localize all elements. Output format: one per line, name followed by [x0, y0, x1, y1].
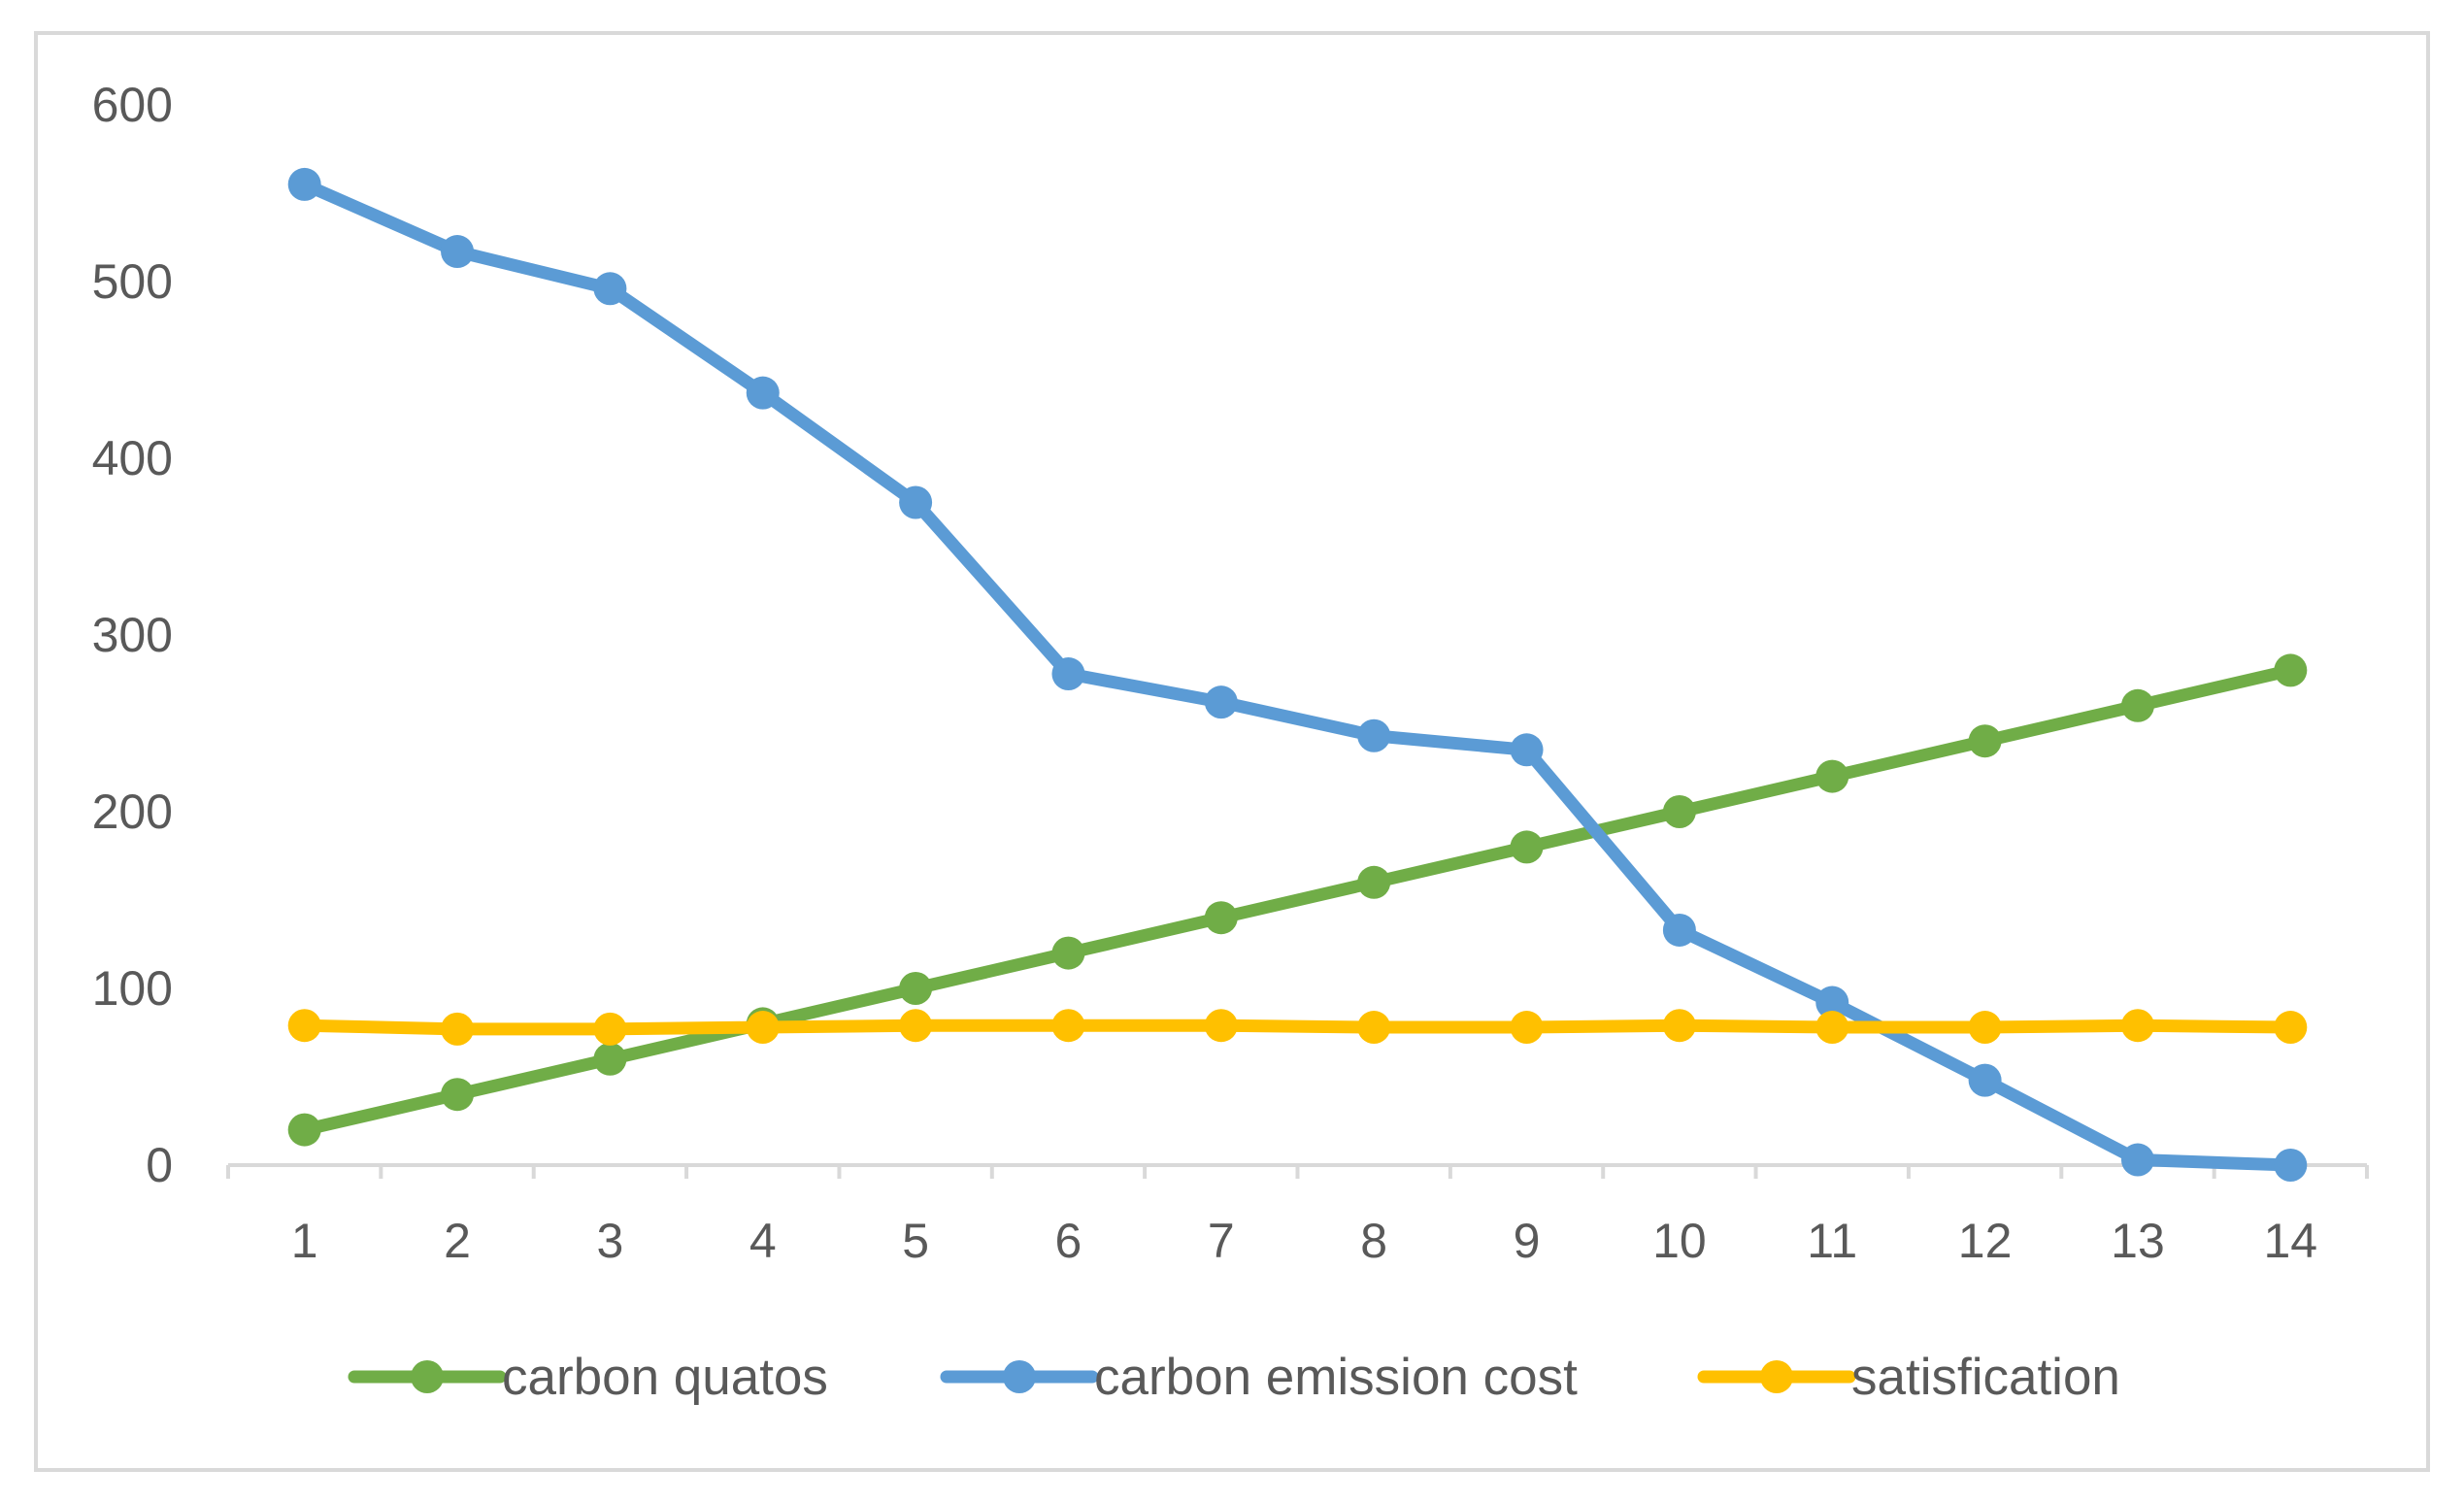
data-point — [1357, 718, 1391, 752]
data-point — [1051, 936, 1085, 970]
x-tick-label: 12 — [1958, 1214, 2013, 1268]
legend-item: satisfication — [1697, 1349, 2120, 1406]
data-point — [593, 1042, 627, 1076]
data-point — [1357, 865, 1391, 899]
data-point — [1815, 1011, 1849, 1045]
series-carbon-quatos — [287, 653, 2308, 1147]
data-point — [441, 1012, 475, 1046]
series-satisfication — [287, 1009, 2308, 1046]
data-point — [1204, 1009, 1238, 1043]
data-point — [1510, 830, 1544, 864]
legend-marker-icon — [1760, 1360, 1793, 1393]
data-point — [1051, 657, 1085, 691]
data-point — [1510, 1011, 1544, 1045]
data-point — [287, 1009, 321, 1043]
data-point — [1051, 1009, 1085, 1043]
data-point — [1815, 985, 1849, 1019]
x-tick-label: 9 — [1514, 1214, 1541, 1268]
data-point — [2274, 1149, 2308, 1182]
y-tick-label: 200 — [92, 785, 173, 839]
legend-label: satisfication — [1851, 1349, 2120, 1406]
chart-frame — [34, 31, 2430, 1472]
x-tick-label: 2 — [444, 1214, 471, 1268]
data-point — [2120, 1009, 2154, 1043]
series-line — [298, 1019, 2297, 1036]
data-point — [441, 235, 475, 269]
data-point — [287, 1113, 321, 1147]
series-layer — [287, 167, 2308, 1182]
legend-marker-icon — [1003, 1360, 1036, 1393]
y-tick-label: 400 — [92, 431, 173, 485]
legend-item: carbon quatos — [348, 1349, 828, 1406]
legend-item: carbon emission cost — [940, 1349, 1578, 1406]
data-point — [1662, 913, 1696, 947]
legend-label: carbon quatos — [502, 1349, 828, 1406]
y-tick-label: 600 — [92, 78, 173, 132]
data-point — [1204, 901, 1238, 935]
data-point — [1968, 724, 2002, 758]
data-point — [287, 167, 321, 201]
data-point — [1968, 1063, 2002, 1097]
series-line — [298, 663, 2297, 1137]
legend: carbon quatos carbon emission cost satisfi… — [348, 1349, 2120, 1406]
y-tick-label: 100 — [92, 961, 173, 1016]
data-point — [1662, 1009, 1696, 1043]
data-point — [593, 1012, 627, 1046]
data-point — [899, 485, 933, 519]
y-tick-label: 300 — [92, 608, 173, 662]
series-carbon-emission-cost — [287, 167, 2308, 1182]
x-tick-label: 3 — [596, 1214, 623, 1268]
data-point — [1968, 1011, 2002, 1045]
x-tick-label: 13 — [2111, 1214, 2165, 1268]
data-point — [746, 376, 780, 410]
data-point — [1510, 733, 1544, 767]
x-tick-label: 6 — [1055, 1214, 1082, 1268]
y-tick-label: 0 — [146, 1138, 173, 1192]
x-tick-label: 8 — [1360, 1214, 1387, 1268]
data-point — [899, 1009, 933, 1043]
x-tick-label: 14 — [2264, 1214, 2318, 1268]
data-point — [441, 1078, 475, 1112]
data-point — [746, 1011, 780, 1045]
x-tick-label: 4 — [749, 1214, 777, 1268]
x-tick-label: 10 — [1652, 1214, 1707, 1268]
data-point — [2274, 1011, 2308, 1045]
x-tick-label: 1 — [291, 1214, 318, 1268]
data-point — [899, 972, 933, 1005]
data-point — [2274, 653, 2308, 687]
data-point — [1662, 795, 1696, 828]
data-point — [593, 272, 627, 306]
data-point — [1357, 1011, 1391, 1045]
legend-marker-icon — [411, 1360, 444, 1393]
legend-label: carbon emission cost — [1094, 1349, 1578, 1406]
x-tick-label: 5 — [902, 1214, 929, 1268]
data-point — [1204, 685, 1238, 719]
x-tick-label: 11 — [1807, 1214, 1857, 1268]
data-point — [2120, 1143, 2154, 1177]
series-line — [298, 178, 2297, 1172]
data-point — [2120, 688, 2154, 722]
y-tick-label: 500 — [92, 254, 173, 309]
x-tick-label: 7 — [1208, 1214, 1235, 1268]
data-point — [1815, 759, 1849, 793]
